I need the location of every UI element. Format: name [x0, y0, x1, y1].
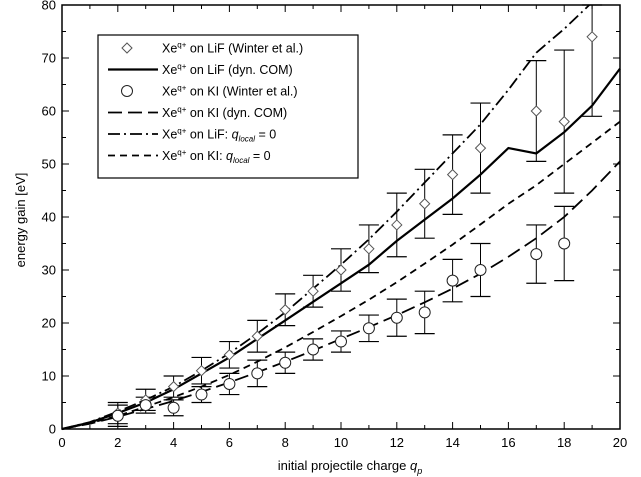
y-tick-label: 60: [42, 104, 56, 119]
series-line-5: [61, 120, 621, 430]
plot-frame: [61, 4, 621, 430]
x-axis-label: initial projectile charge qp: [278, 458, 423, 476]
x-tick-label: 20: [613, 435, 627, 450]
y-tick-label: 30: [42, 263, 56, 278]
legend-label-3: Xeq+ on KI (dyn. COM): [162, 105, 287, 120]
x-tick-label: 4: [170, 435, 177, 450]
legend-layer: Xeq+ on LiF (Winter et al.) Xeq+ on LiF (…: [97, 34, 359, 179]
data-point-diamond: [586, 31, 598, 43]
data-point-diamond: [223, 349, 236, 361]
legend-swatch-circle: [121, 85, 133, 97]
legend-label-5: Xeq+ on KI: qlocal = 0: [162, 148, 271, 165]
legend-label-0: Xeq+ on LiF (Winter et al.): [162, 41, 303, 56]
data-point-circle: [251, 367, 264, 380]
y-tick-label: 40: [42, 210, 56, 225]
legend-swatch-diamond: [121, 42, 133, 54]
data-point-circle: [307, 343, 320, 356]
data-point-circle: [362, 322, 375, 335]
x-tick-label: 0: [58, 435, 65, 450]
data-point-diamond: [279, 304, 291, 316]
data-point-circle: [139, 399, 152, 412]
x-tick-label: 10: [334, 435, 348, 450]
data-point-circle: [390, 311, 403, 324]
y-tick-label: 10: [42, 369, 56, 384]
data-point-diamond: [474, 142, 487, 154]
y-axis-label: energy gain [eV]: [13, 173, 28, 268]
data-point-diamond: [363, 243, 375, 255]
x-tick-label: 6: [226, 435, 233, 450]
x-tick-label: 8: [282, 435, 289, 450]
data-point-diamond: [307, 285, 319, 297]
data-point-circle: [446, 274, 459, 287]
x-tick-label: 12: [390, 435, 404, 450]
markers-layer: [111, 31, 598, 422]
data-point-diamond: [167, 380, 180, 393]
data-point-circle: [474, 264, 487, 276]
y-tick-label: 50: [42, 157, 56, 172]
legend-label-2: Xeq+ on KI (Winter et al.): [162, 84, 298, 99]
data-point-circle: [279, 356, 292, 369]
y-tick-label: 20: [42, 316, 56, 331]
y-tick-label: 80: [42, 0, 56, 13]
x-tick-label: 2: [114, 435, 121, 450]
data-point-circle: [335, 335, 347, 348]
data-point-diamond: [391, 219, 403, 231]
x-tick-label: 16: [501, 435, 515, 450]
data-point-diamond: [251, 330, 264, 342]
data-point-circle: [558, 237, 571, 250]
legend-box: [97, 34, 359, 179]
y-tick-label: 0: [49, 422, 56, 437]
data-point-circle: [223, 377, 236, 390]
data-point-diamond: [530, 105, 543, 117]
series-line-4: [61, 4, 590, 430]
data-point-diamond: [418, 198, 431, 210]
data-point-diamond: [558, 115, 570, 128]
y-tick-label: 70: [42, 51, 56, 66]
data-point-circle: [418, 306, 431, 319]
x-tick-label: 18: [557, 435, 571, 450]
data-point-circle: [530, 248, 543, 261]
legend-label-1: Xeq+ on LiF (dyn. COM): [162, 62, 293, 77]
data-point-diamond: [195, 364, 208, 377]
legend-label-4: Xeq+ on LiF: qlocal = 0: [162, 127, 276, 144]
frame-layer: [61, 4, 621, 430]
data-point-diamond: [335, 264, 347, 276]
data-point-circle: [111, 409, 124, 422]
data-point-diamond: [446, 168, 459, 181]
data-point-circle: [167, 401, 180, 414]
x-tick-label: 14: [445, 435, 459, 450]
axes-layer: 0 2 4 6 8 10 12 14 16 18 20 0 10 20 30 40 50 60 70 80: [42, 0, 628, 450]
series-line-1: [61, 67, 621, 431]
data-point-circle: [195, 388, 208, 401]
